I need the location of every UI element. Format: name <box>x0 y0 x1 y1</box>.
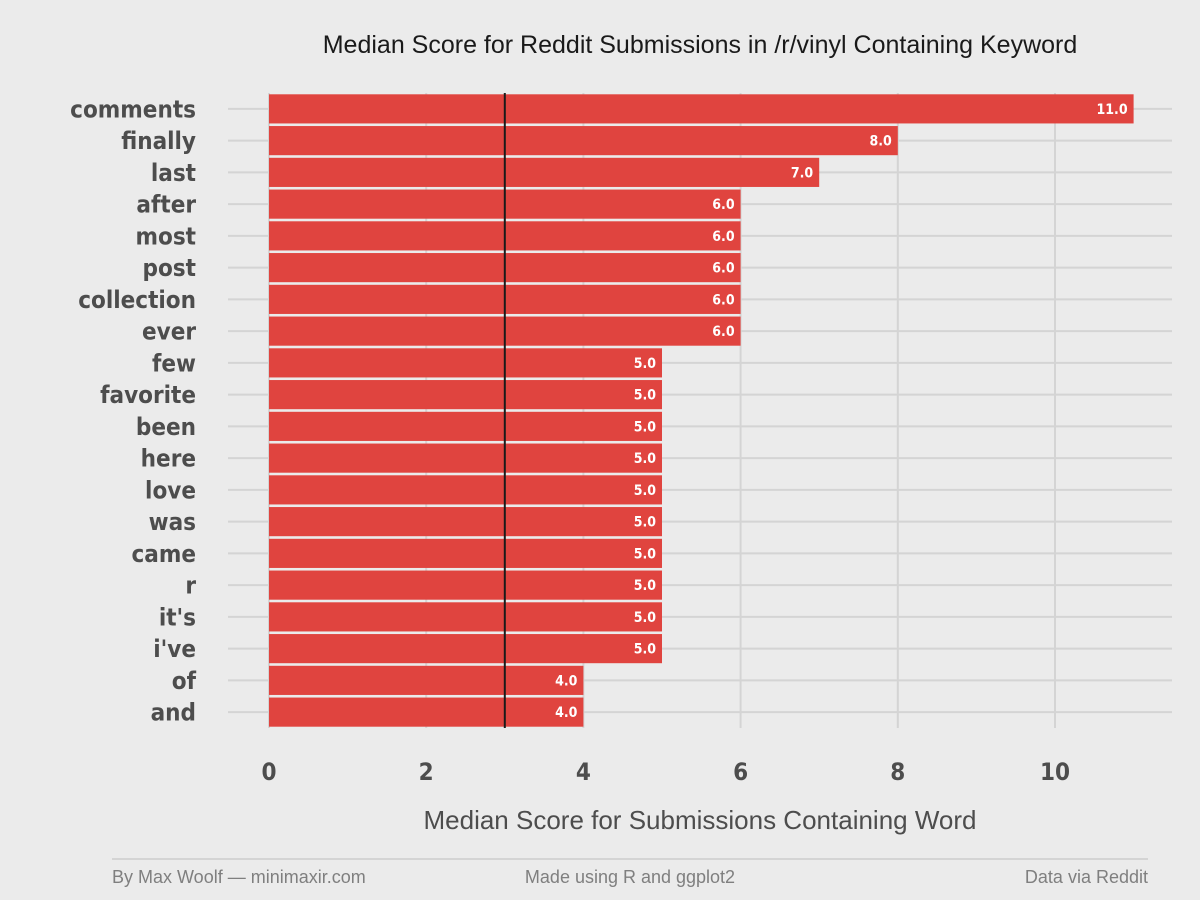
bar <box>269 475 662 505</box>
bar <box>269 602 662 632</box>
category-label: finally <box>121 127 196 155</box>
bar <box>269 348 662 378</box>
bar-value-label: 5.0 <box>634 578 657 594</box>
grid <box>228 93 1172 728</box>
x-axis-title: Median Score for Submissions Containing … <box>423 805 976 835</box>
bar-value-label: 6.0 <box>712 261 735 277</box>
bar-value-label: 6.0 <box>712 229 735 245</box>
category-label: here <box>141 445 196 473</box>
bar <box>269 507 662 537</box>
bar-value-label: 5.0 <box>634 388 657 404</box>
bar-value-label: 4.0 <box>555 705 578 721</box>
category-label: love <box>145 476 196 504</box>
bar-value-label: 5.0 <box>634 546 657 562</box>
bar <box>269 570 662 600</box>
category-label: it's <box>159 603 196 631</box>
bar <box>269 538 662 568</box>
bar-value-label: 5.0 <box>634 356 657 372</box>
category-label: few <box>152 349 196 377</box>
x-tick-label: 6 <box>733 758 748 786</box>
bar <box>269 126 898 156</box>
category-label: came <box>131 540 196 568</box>
category-label: most <box>135 222 196 250</box>
category-label: ever <box>142 318 196 346</box>
category-label: was <box>149 508 196 536</box>
bar-value-label: 5.0 <box>634 515 657 531</box>
bar <box>269 443 662 473</box>
x-tick-label: 2 <box>419 758 434 786</box>
bar-value-label: 8.0 <box>869 134 892 150</box>
bar-value-label: 11.0 <box>1097 102 1128 118</box>
category-label: favorite <box>100 381 196 409</box>
bar-value-label: 4.0 <box>555 673 578 689</box>
footer-tool: Made using R and ggplot2 <box>525 867 735 887</box>
x-tick-label: 4 <box>576 758 591 786</box>
bar-value-label: 6.0 <box>712 324 735 340</box>
bar <box>269 380 662 410</box>
category-label: collection <box>78 286 196 314</box>
bar-value-label: 7.0 <box>791 165 814 181</box>
category-label: comments <box>70 95 196 123</box>
category-label: after <box>136 191 196 219</box>
category-label: last <box>151 159 196 187</box>
bar-value-label: 5.0 <box>634 419 657 435</box>
bar-value-label: 5.0 <box>634 451 657 467</box>
bar <box>269 665 584 695</box>
category-label: been <box>136 413 196 441</box>
x-tick-label: 8 <box>890 758 905 786</box>
bar <box>269 94 1134 124</box>
bar-value-label: 5.0 <box>634 483 657 499</box>
category-label: i've <box>153 635 196 663</box>
bar-value-label: 5.0 <box>634 642 657 658</box>
category-label: r <box>185 572 196 600</box>
category-label: and <box>151 699 196 727</box>
x-tick-label: 0 <box>261 758 276 786</box>
bar <box>269 411 662 441</box>
footer-author: By Max Woolf — minimaxir.com <box>112 867 366 887</box>
bars <box>269 94 1134 727</box>
bar <box>269 634 662 664</box>
bar <box>269 157 820 187</box>
category-label: post <box>143 254 196 282</box>
chart-title: Median Score for Reddit Submissions in /… <box>323 31 1078 59</box>
category-label: of <box>172 667 197 695</box>
bar <box>269 697 584 727</box>
bar-value-label: 5.0 <box>634 610 657 626</box>
bar-value-label: 6.0 <box>712 292 735 308</box>
labels: 0 2 4 6 8 10 comments 11.0 finally 8.0 last 7.0 afte… <box>70 95 1128 786</box>
bar-value-label: 6.0 <box>712 197 735 213</box>
footer-source: Data via Reddit <box>1025 867 1148 887</box>
x-tick-label: 10 <box>1040 758 1070 786</box>
